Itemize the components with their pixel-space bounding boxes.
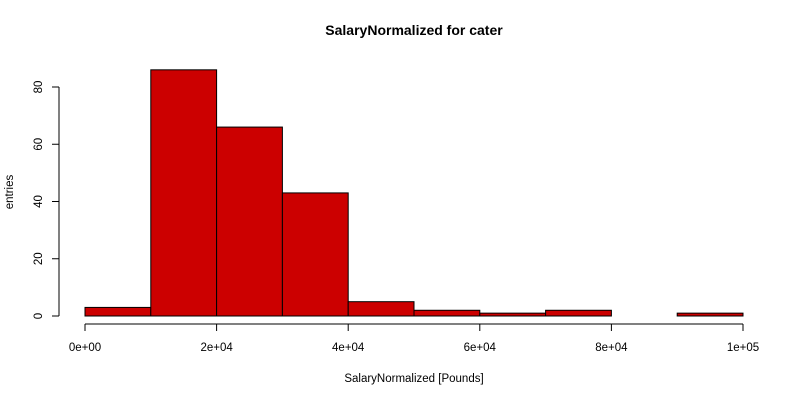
y-tick-label-1: 20: [33, 252, 45, 265]
y-tick-label-4: 80: [33, 81, 45, 94]
histogram-bars: [84, 69, 744, 317]
histogram-bar-2: [216, 126, 283, 317]
histogram-bar-7: [545, 309, 612, 317]
histogram-bar-3: [281, 192, 349, 317]
histogram-bar-9: [676, 312, 744, 317]
y-tick-label-0: 0: [33, 313, 45, 319]
y-axis: 0 20 40 60 80: [33, 81, 60, 319]
histogram-bar-0: [84, 306, 152, 317]
x-axis-label: SalaryNormalized [Pounds]: [344, 373, 483, 385]
y-tick-label-2: 40: [33, 195, 45, 208]
x-tick-label-0: 0e+00: [69, 342, 101, 354]
histogram-bar-6: [479, 312, 547, 317]
x-tick-label-3: 6e+04: [464, 342, 497, 354]
x-tick-label-2: 4e+04: [332, 342, 365, 354]
x-tick-label-5: 1e+05: [727, 342, 759, 354]
x-tick-label-1: 2e+04: [200, 342, 233, 354]
histogram-bar-4: [347, 301, 415, 317]
histogram-bar-1: [150, 69, 218, 317]
histogram-bar-5: [413, 309, 481, 317]
x-tick-label-4: 8e+04: [595, 342, 628, 354]
y-axis-label: entries: [4, 174, 16, 209]
x-axis: 0e+00 2e+04 4e+04 6e+04 8e+04 1e+05: [69, 323, 759, 354]
chart-title: SalaryNormalized for cater: [325, 22, 503, 38]
y-tick-label-3: 60: [33, 138, 45, 151]
